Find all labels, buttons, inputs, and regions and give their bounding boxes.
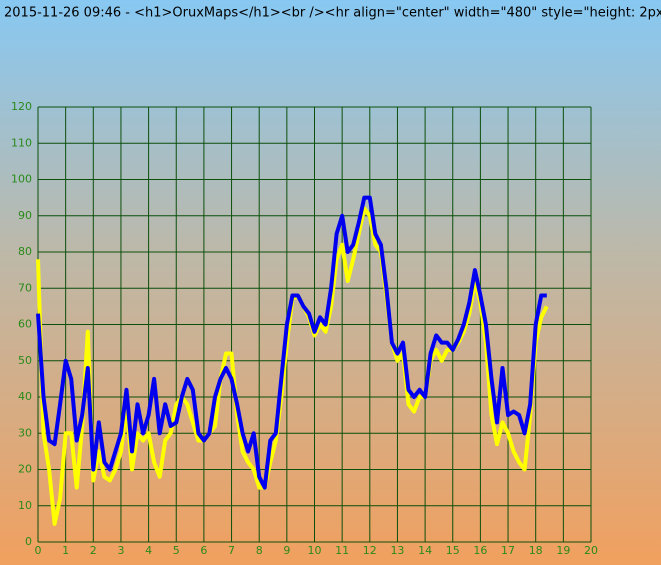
chart-title: 2015-11-26 09:46 - <h1>OruxMaps</h1><br … (4, 6, 661, 21)
data-line (36, 206, 549, 526)
y-tick-label: 80 (18, 245, 32, 258)
x-tick-label: 7 (228, 544, 235, 557)
x-tick-label: 17 (501, 544, 515, 557)
x-tick-label: 6 (200, 544, 207, 557)
y-tick-label: 10 (18, 499, 32, 512)
y-tick-label: 30 (18, 426, 32, 439)
y-tick-label: 100 (11, 173, 32, 186)
y-tick-label: 20 (18, 463, 32, 476)
y-tick-label: 90 (18, 209, 32, 222)
x-tick-label: 12 (363, 544, 377, 557)
x-tick-label: 5 (173, 544, 180, 557)
x-tick-label: 8 (256, 544, 263, 557)
x-tick-label: 16 (473, 544, 487, 557)
x-tick-label: 15 (446, 544, 460, 557)
y-tick-label: 60 (18, 318, 32, 331)
y-tick-label: 120 (11, 100, 32, 113)
x-tick-label: 0 (35, 544, 42, 557)
x-tick-label: 4 (145, 544, 152, 557)
x-tick-label: 18 (529, 544, 543, 557)
y-tick-label: 110 (11, 136, 32, 149)
x-tick-label: 20 (584, 544, 598, 557)
x-tick-label: 2 (90, 544, 97, 557)
y-tick-label: 70 (18, 281, 32, 294)
x-tick-label: 1 (62, 544, 69, 557)
y-tick-label: 40 (18, 390, 32, 403)
y-tick-label: 0 (25, 535, 32, 548)
x-tick-label: 13 (390, 544, 404, 557)
x-tick-label: 19 (556, 544, 570, 557)
y-tick-label: 50 (18, 354, 32, 367)
x-tick-label: 10 (308, 544, 322, 557)
x-tick-label: 3 (117, 544, 124, 557)
data-line (36, 195, 547, 490)
x-tick-label: 9 (283, 544, 290, 557)
x-tick-label: 14 (418, 544, 432, 557)
x-tick-label: 11 (335, 544, 349, 557)
